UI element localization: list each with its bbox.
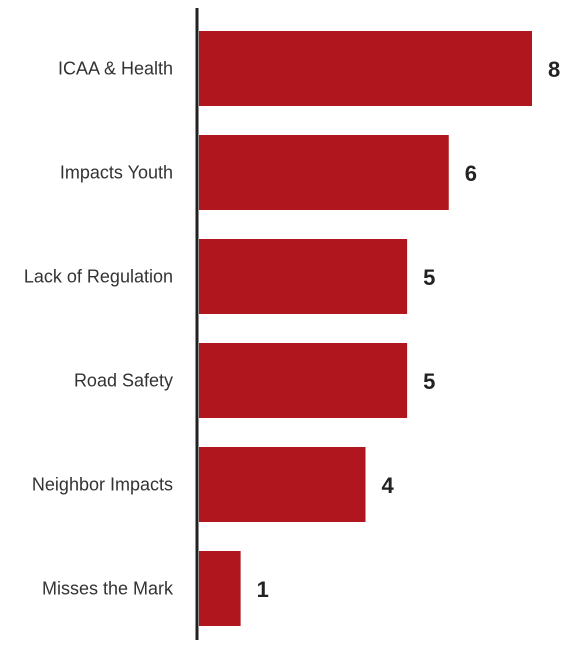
value-label: 5: [423, 265, 435, 290]
category-label: Lack of Regulation: [24, 267, 173, 287]
bar: [199, 551, 241, 626]
value-label: 5: [423, 369, 435, 394]
bar: [199, 31, 532, 106]
category-label: Road Safety: [74, 371, 173, 391]
labels-layer: ICAA & Health 8 Impacts Youth 6 Lack of Regu…: [24, 57, 560, 602]
value-label: 8: [548, 57, 560, 82]
bar: [199, 135, 449, 210]
bar: [199, 343, 408, 418]
category-label: Neighbor Impacts: [32, 475, 173, 495]
bar: [199, 239, 408, 314]
category-label: ICAA & Health: [58, 59, 173, 79]
bars-layer: [199, 31, 532, 626]
value-label: 4: [382, 473, 395, 498]
category-label: Impacts Youth: [60, 163, 173, 183]
bar: [199, 447, 366, 522]
value-label: 6: [465, 161, 477, 186]
category-label: Misses the Mark: [42, 579, 174, 599]
value-label: 1: [257, 577, 269, 602]
